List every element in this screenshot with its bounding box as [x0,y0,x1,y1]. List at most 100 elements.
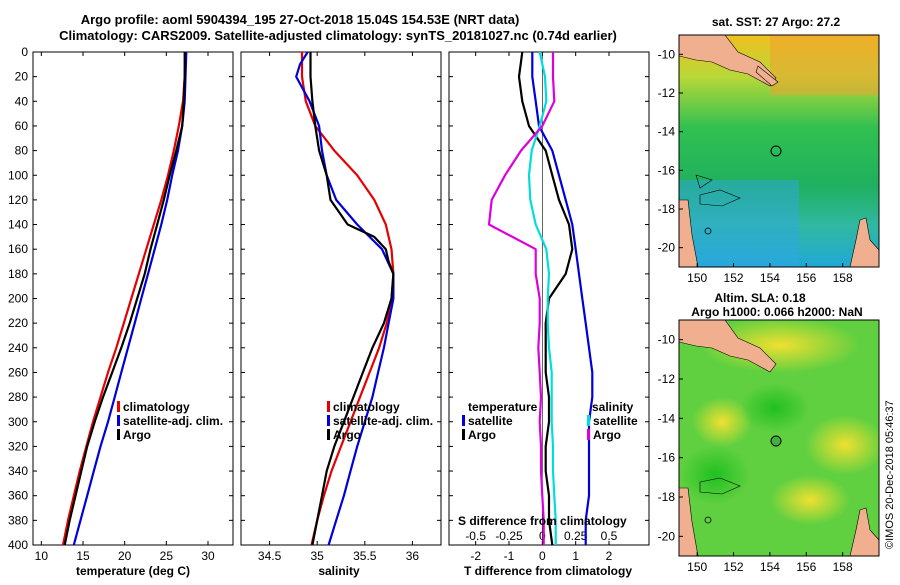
sst-map [679,35,879,267]
depth-tick-label: 240 [8,341,28,355]
legend-mark-satellite [327,415,330,426]
depth-tick-label: 40 [15,94,29,108]
figure-title-line1: Argo profile: aoml 5904394_195 27-Oct-20… [81,12,520,27]
lat-tick-label: -14 [658,411,676,425]
lat-tick-label: -20 [658,529,676,543]
sst-map-axes: -10 -12 -14 -16 -18 -20 150 152 154 156 158 [658,47,853,285]
sla-land-australia [679,487,699,556]
s-diff-tick-label: -0.25 [495,529,523,543]
lon-tick-label: 156 [796,560,816,574]
depth-tick-label: 140 [8,218,28,232]
legend-label-t-argo: Argo [468,428,496,442]
x-tick-label: 36 [406,549,420,563]
sst-land-island [755,65,779,87]
sla-reef-contour [699,477,741,495]
sla-high-4 [770,475,850,525]
depth-tick-label: 80 [15,144,29,158]
series-line-t-satellite [531,52,594,545]
depth-tick-label: 120 [8,193,28,207]
sst-land-new-guinea [679,35,777,87]
sla-map-frame [678,319,880,557]
x-tick-label: 35 [311,549,325,563]
lat-tick-label: -18 [658,490,676,504]
lat-tick-label: -14 [658,125,676,139]
x-tick-label: 20 [118,549,132,563]
x-tick-label: 10 [35,549,49,563]
salinity-legend: climatology satellite-adj. clim. Argo [327,400,433,442]
sla-argo-position [770,435,782,447]
salinity-panel [240,51,442,546]
depth-tick-label: 400 [8,538,28,552]
lat-tick-label: -12 [658,372,676,386]
difference-xlabel: T difference from climatology [464,564,632,578]
depth-tick-label: 320 [8,439,28,453]
series-line-satellite-adj-clim- [72,51,188,546]
lon-tick-label: 158 [833,560,853,574]
sla-small-marker [704,516,712,524]
sst-warm-patch [770,35,879,95]
x-tick-label: 0 [539,549,546,563]
legend-mark-climatology [327,401,330,412]
sst-land-australia [679,199,699,267]
legend-title-temperature: temperature [468,400,538,414]
x-tick-label: 2 [606,549,613,563]
sst-reef-contour [695,174,741,207]
salinity-plot: 34.5 35 35.5 36 [258,51,420,563]
sst-map-frame [678,34,880,268]
difference-legend-temperature: temperature satellite Argo [462,400,538,442]
sla-map [679,320,879,556]
depth-tick-label: 0 [21,45,28,59]
s-difference-axis-label: S difference from climatology [458,514,627,528]
legend-label-s-argo: Argo [593,428,621,442]
lat-tick-label: -16 [658,451,676,465]
sst-land-queensland [849,217,879,267]
depth-tick-label: 340 [8,464,28,478]
legend-label-t-satellite: satellite [468,414,513,428]
lat-tick-label: -16 [658,163,676,177]
s-diff-tick-label: -0.5 [465,529,486,543]
lon-tick-label: 154 [760,560,780,574]
lon-tick-label: 150 [687,560,707,574]
series-line-satellite-adj-clim- [295,51,395,546]
temperature-plot: 10 15 20 25 30 [35,51,215,563]
lon-tick-label: 152 [724,271,744,285]
imos-credit: ©IMOS 20-Dec-2018 05:46:37 [884,400,896,549]
lat-tick-label: -10 [658,333,676,347]
x-tick-label: 25 [160,549,174,563]
depth-tick-label: 100 [8,168,28,182]
x-tick-label: -1 [504,549,515,563]
x-tick-label: 15 [76,549,90,563]
salinity-xlabel: salinity [318,564,360,578]
depth-tick-label: 360 [8,489,28,503]
depth-tick-label: 300 [8,415,28,429]
sla-land-new-guinea [679,320,777,373]
legend-mark-t-satellite [462,415,465,426]
sla-map-title-line2: Argo h1000: 0.066 h2000: NaN [691,305,862,319]
x-tick-label: 1 [572,549,579,563]
sla-high-3 [692,397,752,447]
legend-mark-s-argo [587,429,590,440]
legend-label-climatology: climatology [123,400,190,414]
lat-tick-label: -20 [658,241,676,255]
sla-map-axes: -10 -12 -14 -16 -18 -20 150 152 154 156 158 [658,333,853,574]
depth-tick-label: 260 [8,365,28,379]
lon-tick-label: 154 [760,271,780,285]
lon-tick-label: 156 [796,271,816,285]
depth-tick-label: 220 [8,316,28,330]
lon-tick-label: 150 [687,271,707,285]
s-diff-tick-label: 0.5 [601,529,618,543]
x-tick-label: -2 [470,549,481,563]
sst-cool-patch [679,180,799,267]
legend-mark-t-argo [462,429,465,440]
sla-map-title-line1: Altim. SLA: 0.18 [714,291,806,305]
depth-tick-label: 60 [15,119,29,133]
sla-land-queensland [849,507,879,556]
lat-tick-label: -18 [658,202,676,216]
temperature-legend: climatology satellite-adj. clim. Argo [117,400,223,442]
difference-legend-salinity: salinity satellite Argo [587,400,638,442]
legend-label-satellite: satellite-adj. clim. [123,414,223,428]
temperature-xlabel: temperature (deg C) [76,564,190,578]
depth-tick-label: 380 [8,513,28,527]
lon-tick-label: 152 [724,560,744,574]
